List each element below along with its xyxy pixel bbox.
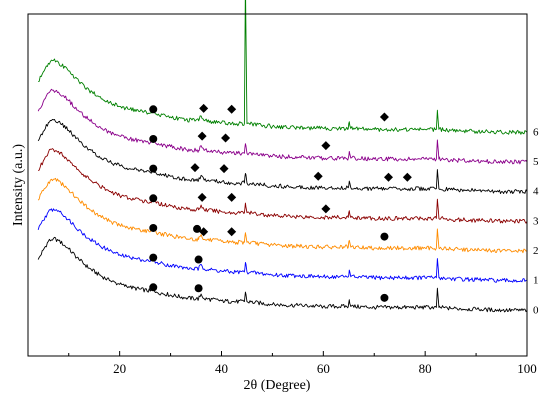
- diamond-marker: [379, 112, 389, 122]
- diamond-marker: [197, 131, 207, 141]
- series-label-2: 2: [533, 245, 539, 257]
- diamond-marker: [199, 103, 209, 113]
- diamond-marker: [199, 227, 209, 237]
- circle-marker: [149, 223, 158, 232]
- y-axis-label: Intensity (a.u.): [11, 144, 26, 226]
- marker-layer: [149, 103, 412, 302]
- diamond-marker: [384, 172, 393, 182]
- series-label-6: 6: [533, 126, 539, 138]
- circle-marker: [193, 224, 202, 233]
- x-tick-layer: 20 40 60 80 100: [68, 351, 537, 376]
- diamond-marker: [227, 227, 237, 237]
- circle-marker: [149, 194, 158, 203]
- circle-marker: [149, 164, 158, 173]
- x-tick-label: 40: [215, 361, 228, 376]
- series-line-4: [37, 118, 528, 195]
- circle-marker: [149, 105, 158, 114]
- series-label-0: 0: [533, 304, 539, 316]
- series-line-5: [37, 88, 528, 165]
- series-label-4: 4: [533, 186, 539, 198]
- series-line-0: [37, 236, 528, 313]
- diamond-marker: [321, 204, 331, 214]
- x-tick-label: 80: [419, 361, 432, 376]
- series-line-2: [37, 177, 528, 254]
- diamond-marker: [219, 164, 229, 174]
- series-label-3: 3: [533, 215, 539, 227]
- series-label-5: 5: [533, 156, 539, 168]
- diamond-marker: [227, 104, 237, 114]
- diamond-marker: [221, 133, 231, 143]
- diamond-marker: [321, 141, 331, 151]
- series-line-1: [37, 208, 528, 283]
- circle-marker: [194, 284, 203, 293]
- x-axis-label: 2θ (Degree): [244, 378, 311, 393]
- circle-marker: [149, 134, 158, 143]
- circle-marker: [194, 255, 203, 264]
- x-tick-label: 20: [113, 361, 126, 376]
- series-layer: [37, 0, 528, 313]
- x-tick-label: 60: [317, 361, 330, 376]
- x-tick-label: 100: [517, 361, 537, 376]
- plot-frame: [27, 13, 528, 357]
- diamond-marker: [402, 172, 412, 182]
- series-label-layer: 0 1 2 3 4 5 6: [533, 126, 539, 316]
- circle-marker: [149, 283, 158, 292]
- circle-marker: [149, 253, 158, 262]
- diamond-marker: [197, 192, 207, 202]
- diamond-marker: [227, 192, 237, 202]
- diamond-marker: [190, 163, 200, 173]
- series-line-3: [38, 148, 528, 224]
- diamond-marker: [313, 171, 323, 181]
- circle-marker: [380, 232, 389, 241]
- series-label-1: 1: [533, 275, 539, 287]
- series-line-6: [38, 0, 528, 135]
- circle-marker: [380, 293, 389, 302]
